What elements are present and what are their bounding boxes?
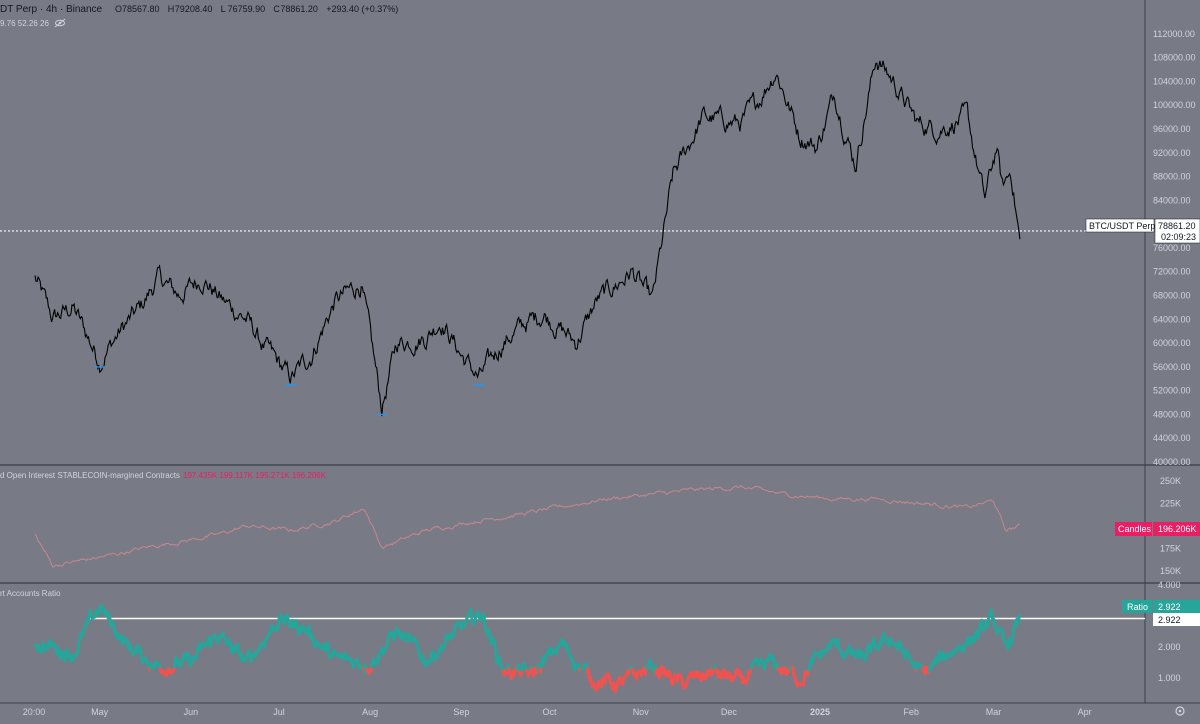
ratio-tick-label: 4.000	[1158, 580, 1181, 590]
price-tick-label: 72000.00	[1153, 267, 1191, 277]
time-axis-label: 20:00	[23, 707, 46, 717]
ratio-level-value: 2.922	[1158, 615, 1181, 625]
oi-values: 197.435K 199.117K 195.271K 196.206K	[183, 471, 327, 480]
eye-icon[interactable]	[55, 19, 65, 27]
price-tick-label: 92000.00	[1153, 148, 1191, 158]
price-tick-label: 52000.00	[1153, 386, 1191, 396]
ratio-tag: Ratio 2.922 2.922	[1122, 600, 1200, 626]
time-axis-label: Dec	[721, 707, 738, 717]
ohlc-label-h: H	[168, 4, 175, 14]
ratio-tick-label: 2.000	[1158, 642, 1181, 652]
price-tick-label: 60000.00	[1153, 338, 1191, 348]
time-axis-label: Oct	[543, 707, 558, 717]
time-axis-label: Jun	[184, 707, 199, 717]
ohlc-value-h: 79208.40	[175, 4, 213, 14]
ratio-segment	[1019, 615, 1020, 621]
oi-tick-label: 150K	[1160, 566, 1181, 576]
price-tick-label: 48000.00	[1153, 409, 1191, 419]
oi-tick-label: 175K	[1160, 543, 1181, 553]
oi-tag-label: Candles	[1118, 524, 1152, 534]
oi-tick-label: 225K	[1160, 498, 1181, 508]
ohlc-label-l: L	[221, 4, 226, 14]
price-label-value: 78861.20	[1158, 221, 1196, 231]
symbol-text[interactable]: DT Perp · 4h · Binance	[0, 4, 103, 15]
price-tick-label: 56000.00	[1153, 362, 1191, 372]
price-tick-label: 112000.00	[1153, 29, 1195, 39]
ratio-tag-label: Ratio	[1127, 602, 1148, 612]
price-series-line	[35, 61, 1020, 416]
price-tick-label: 40000.00	[1153, 457, 1191, 467]
time-axis[interactable]: 20:00 May Jun Jul Aug Sep Oct Nov Dec 2025 Feb Mar A…	[23, 707, 1092, 717]
low-markers	[95, 367, 484, 415]
time-axis-label: Sep	[453, 707, 469, 717]
price-tick-label: 104000.00	[1153, 76, 1196, 86]
oi-tag: Candles 196.206K	[1115, 522, 1200, 536]
time-axis-label: Jul	[273, 707, 285, 717]
time-axis-label: Apr	[1078, 707, 1092, 717]
ratio-title: rt Accounts Ratio	[0, 589, 61, 598]
price-tick-label: 96000.00	[1153, 124, 1191, 134]
price-tick-label: 88000.00	[1153, 172, 1191, 182]
ratio-tick-label: 1.000	[1158, 673, 1181, 683]
ohlc-label-o: O	[115, 4, 122, 14]
time-axis-label: Mar	[986, 707, 1002, 717]
price-tick-label: 108000.00	[1153, 53, 1196, 63]
ohlc-label-c: C	[273, 4, 280, 14]
price-tick-label: 64000.00	[1153, 314, 1191, 324]
time-axis-label: 2025	[810, 707, 830, 717]
oi-title: d Open Interest STABLECOIN-margined Cont…	[0, 471, 180, 480]
oi-tick-label: 250K	[1160, 476, 1181, 486]
oi-tag-value: 196.206K	[1158, 524, 1197, 534]
price-tick-label: 68000.00	[1153, 291, 1191, 301]
time-axis-label: Feb	[903, 707, 919, 717]
ohlc-change: +293.40 (+0.37%)	[326, 4, 398, 14]
price-tick-label: 44000.00	[1153, 433, 1191, 443]
ohlc-value-c: 78861.20	[280, 4, 318, 14]
time-axis-label: Aug	[362, 707, 378, 717]
time-axis-label: Nov	[633, 707, 650, 717]
indicator-values: 9.76 52.26 26	[0, 19, 49, 28]
ratio-tag-value: 2.922	[1158, 602, 1181, 612]
price-label-box: BTC/USDT Perp 78861.20 02:09:23	[1086, 219, 1200, 243]
price-tick-label: 100000.00	[1153, 100, 1196, 110]
price-label-countdown: 02:09:23	[1161, 232, 1196, 242]
price-tick-label: 84000.00	[1153, 195, 1191, 205]
oi-series-line	[35, 486, 1020, 567]
price-axis[interactable]: 112000.00 108000.00 104000.00 100000.00 9600…	[1153, 29, 1196, 467]
ohlc-value-l: 76759.90	[228, 4, 266, 14]
time-axis-label: May	[91, 707, 109, 717]
price-tick-label: 76000.00	[1153, 243, 1191, 253]
settings-icon[interactable]	[1176, 707, 1184, 715]
ohlc-value-o: 78567.80	[122, 4, 160, 14]
price-label-name: BTC/USDT Perp	[1089, 221, 1155, 231]
